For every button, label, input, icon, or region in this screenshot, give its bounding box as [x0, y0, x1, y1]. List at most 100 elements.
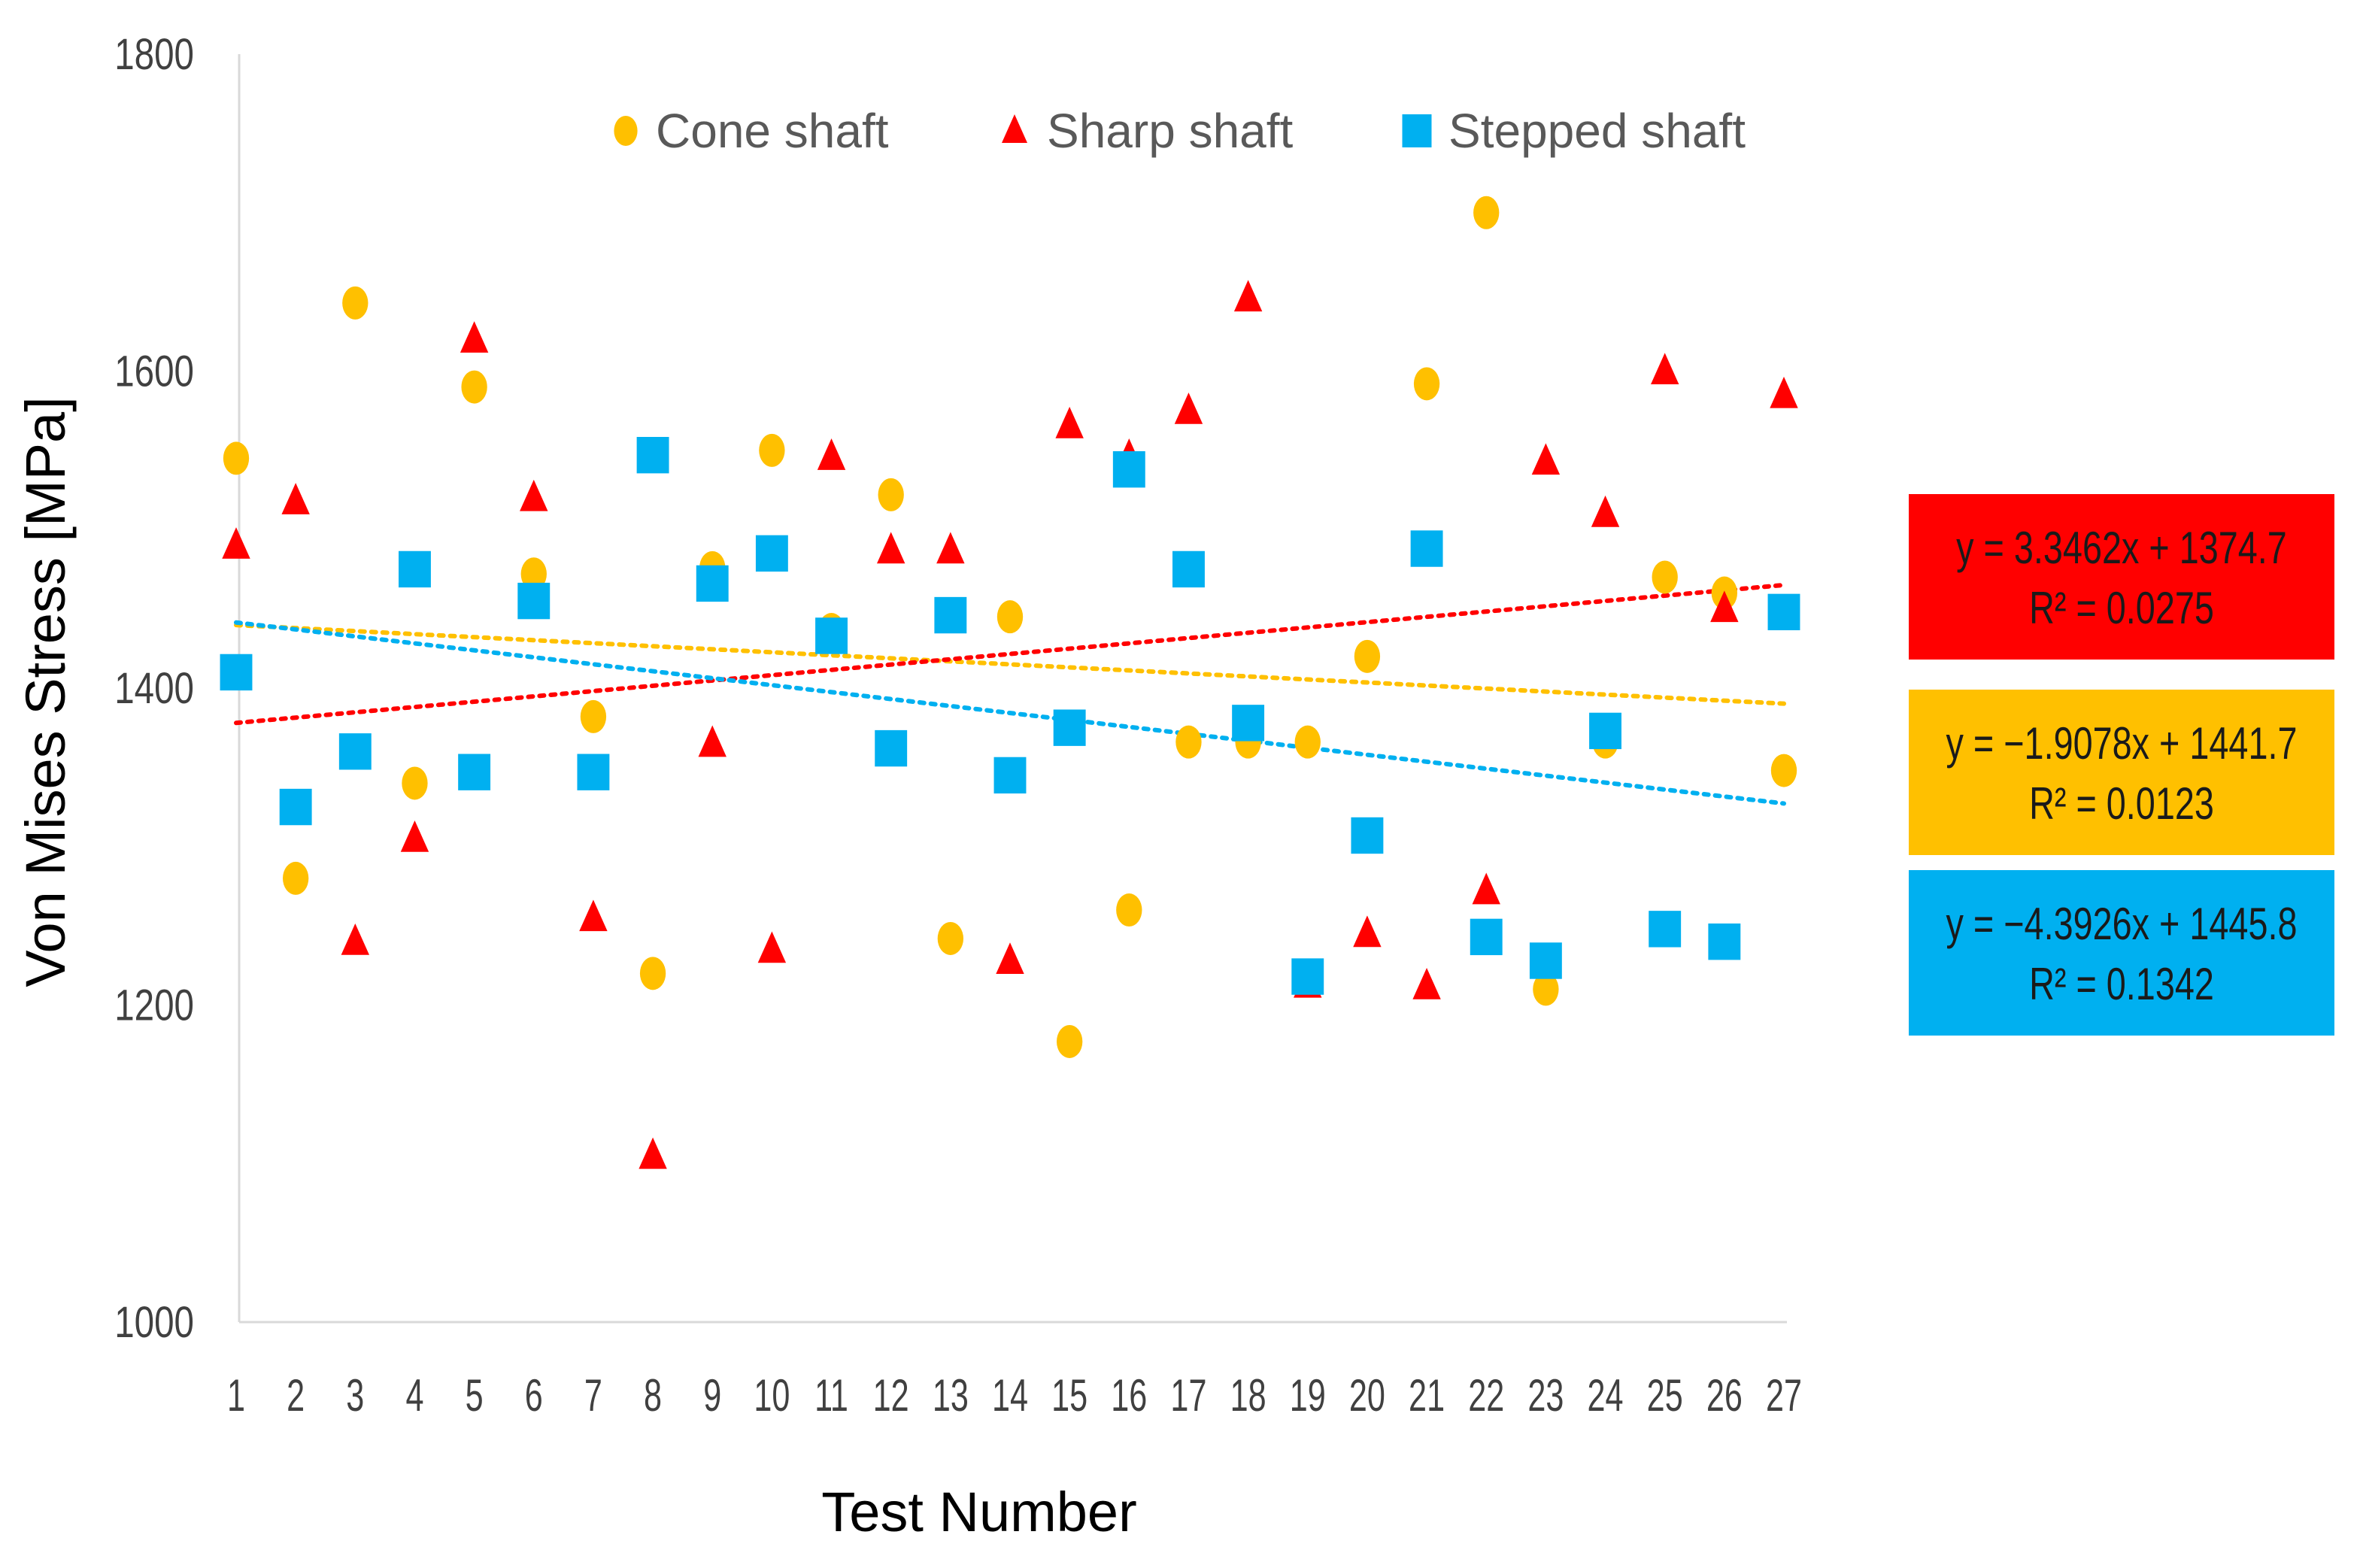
cone-shaft-point [1175, 725, 1202, 759]
stepped-shaft-point [875, 729, 908, 767]
sharp-shaft-point [876, 532, 905, 564]
x-tick-label: 9 [703, 1371, 721, 1421]
cone-shaft-point [1473, 196, 1500, 229]
stepped-shaft-point [279, 788, 312, 826]
x-tick-labels: 1 2 3 4 5 6 7 8 9 10 11 12 13 14 15 16 17 18 19 20 21 22 23 24 2… [227, 1371, 1802, 1421]
x-tick-label: 1 [227, 1371, 245, 1421]
x-tick-label: 14 [992, 1371, 1028, 1421]
sharp-shaft-point [460, 321, 489, 353]
sharp-shaft-point [1472, 872, 1500, 905]
cone-shaft-point [1533, 972, 1559, 1006]
x-tick-label: 7 [584, 1371, 602, 1421]
stepped-shaft-point [815, 617, 848, 654]
legend-marker-stepped-shaft [1402, 114, 1432, 147]
x-tick-label: 2 [287, 1371, 305, 1421]
x-tick-label: 16 [1111, 1371, 1147, 1421]
trendline-cone-shaft [234, 623, 1786, 706]
x-tick-label: 10 [754, 1371, 790, 1421]
x-tick-label: 22 [1468, 1371, 1504, 1421]
y-tick-label: 1400 [114, 665, 194, 714]
cone-shaft-point [520, 557, 547, 591]
x-tick-label: 11 [814, 1371, 848, 1421]
stepped-shaft-point [220, 654, 253, 691]
stepped-shaft-point [1470, 918, 1503, 956]
stepped-shaft-point [755, 535, 788, 572]
stepped-shaft-point [1649, 911, 1682, 948]
stepped-shaft-point [458, 754, 491, 790]
sharp-shaft-point [1055, 406, 1084, 438]
equation-box-sharp-shaft: y = 3.3462x + 1374.7 R² = 0.0275 [1909, 494, 2334, 660]
stepped-shaft-point [636, 436, 669, 474]
stepped-shaft-point [1351, 817, 1384, 854]
y-tick-label: 1200 [114, 981, 194, 1030]
x-tick-label: 23 [1527, 1371, 1564, 1421]
x-tick-label: 27 [1766, 1371, 1802, 1421]
cone-shaft-point [1056, 1024, 1083, 1058]
sharp-shaft-point [520, 479, 548, 511]
x-tick-label: 4 [405, 1371, 423, 1421]
trendline-equations: y = 3.3462x + 1374.7 R² = 0.0275 y = −1.90… [1909, 494, 2334, 1036]
stepped-shaft-point [1529, 942, 1562, 979]
legend-item-cone-shaft: Cone shaft [614, 104, 889, 158]
trendline-stepped-shaft [234, 620, 1786, 806]
stepped-shaft-point [1172, 550, 1205, 588]
axes [238, 54, 1787, 1324]
y-tick-label: 1000 [114, 1299, 194, 1348]
cone-shaft-point [342, 286, 369, 320]
cone-shaft-point [580, 699, 607, 733]
y-tick-label: 1800 [114, 31, 194, 80]
sharp-shaft-point [579, 899, 608, 932]
stepped-shaft-point [338, 733, 372, 770]
sharp-shaft-point [817, 438, 846, 470]
cone-shaft-point [1354, 639, 1381, 673]
sharp-shaft-point [222, 527, 250, 559]
legend-item-sharp-shaft: Sharp shaft [1002, 104, 1294, 158]
equation-box-cone-shaft: y = −1.9078x + 1441.7 R² = 0.0123 [1909, 690, 2334, 855]
sharp-shaft-point [1770, 376, 1798, 408]
data-points [220, 196, 1800, 1169]
sharp-shaft-point [757, 931, 787, 963]
series-stepped-shaft [220, 436, 1800, 995]
cone-shaft-point [1294, 725, 1321, 759]
sharp-shaft-point [936, 532, 965, 564]
trendline-equation: y = −1.9078x + 1441.7 [1946, 718, 2297, 769]
stepped-shaft-point [1053, 709, 1086, 746]
cone-shaft-point [759, 433, 785, 467]
cone-shaft-point [1413, 367, 1440, 401]
cone-shaft-point [282, 861, 309, 895]
sharp-shaft-point [639, 1137, 667, 1169]
sharp-shaft-point [1233, 280, 1263, 312]
legend-item-stepped-shaft: Stepped shaft [1402, 104, 1746, 158]
x-tick-label: 8 [644, 1371, 662, 1421]
x-tick-label: 18 [1230, 1371, 1266, 1421]
x-tick-label: 6 [525, 1371, 543, 1421]
series-sharp-shaft [222, 280, 1798, 1169]
sharp-shaft-point [1650, 353, 1679, 385]
sharp-shaft-point [1412, 967, 1441, 999]
trendline-equation: y = −4.3926x + 1445.8 [1946, 899, 2297, 949]
legend-label: Sharp shaft [1047, 104, 1294, 158]
sharp-shaft-point [1174, 392, 1203, 424]
x-tick-label: 26 [1706, 1371, 1743, 1421]
cone-shaft-point [878, 478, 904, 511]
x-tick-label: 24 [1588, 1371, 1624, 1421]
x-tick-label: 15 [1051, 1371, 1087, 1421]
y-tick-label: 1600 [114, 347, 194, 396]
equation-box-bg [1909, 494, 2334, 660]
stepped-shaft-point [399, 550, 431, 588]
trendlines [234, 582, 1786, 806]
equation-box-bg [1909, 690, 2334, 855]
sharp-shaft-point [996, 942, 1024, 975]
sharp-shaft-point [400, 820, 429, 852]
equation-box-bg [1909, 870, 2334, 1036]
stepped-shaft-point [1291, 958, 1324, 995]
trendline-r-squared: R² = 0.0275 [2029, 583, 2214, 633]
sharp-shaft-point [698, 725, 726, 757]
stepped-shaft-point [1112, 450, 1145, 488]
sharp-shaft-point [281, 483, 310, 514]
x-axis-title: Test Number [821, 1481, 1136, 1543]
x-tick-label: 12 [873, 1371, 909, 1421]
stepped-shaft-point [1589, 712, 1621, 750]
legend: Cone shaft Sharp shaft Stepped shaft [614, 104, 1746, 158]
